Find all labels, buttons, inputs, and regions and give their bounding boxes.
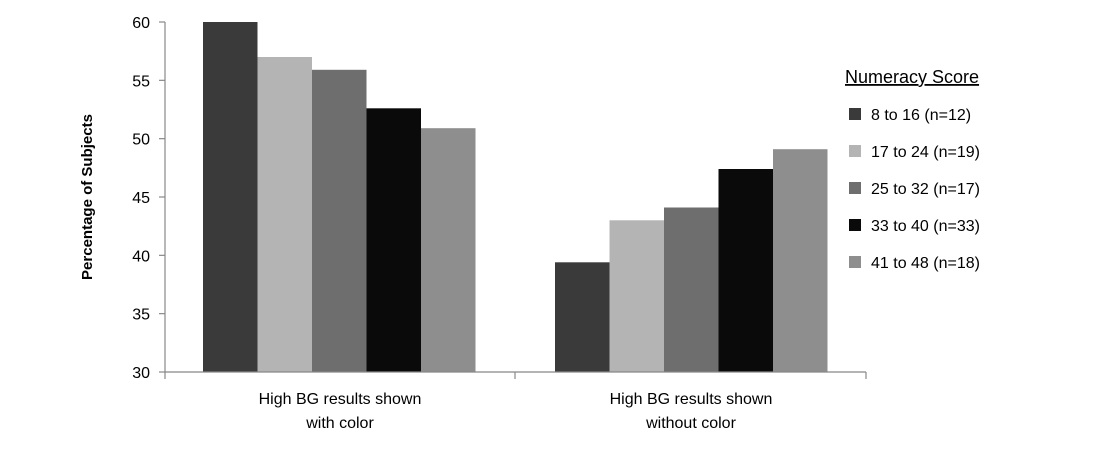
x-category-labels: High BG results shown with color High BG r… — [259, 391, 773, 432]
legend-label: 33 to 40 (n=33) — [871, 218, 980, 235]
y-tick-label: 40 — [132, 248, 150, 265]
legend-swatch — [849, 108, 861, 120]
bar-1-4 — [366, 108, 421, 373]
bar-1-3 — [312, 69, 367, 373]
legend-swatch — [849, 182, 861, 194]
legend: Numeracy Score 8 to 16 (n=12) 17 to 24 (n… — [845, 67, 980, 272]
legend-label: 25 to 32 (n=17) — [871, 181, 980, 198]
y-tick-label: 45 — [132, 190, 150, 207]
x-category-label: High BG results shown without color — [610, 391, 773, 432]
y-tick-label: 30 — [132, 365, 150, 382]
bars — [203, 22, 828, 373]
y-tick-label: 50 — [132, 132, 150, 149]
bar-1-2 — [257, 57, 312, 372]
bar-2-3 — [664, 207, 719, 372]
y-tick-label: 35 — [132, 307, 150, 324]
bar-2-1 — [555, 262, 610, 372]
bar-2-5 — [773, 149, 828, 372]
bar-1-1 — [203, 22, 258, 372]
bar-2-4 — [718, 169, 773, 372]
legend-swatch — [849, 219, 861, 231]
legend-swatch — [849, 145, 861, 157]
bar-2-2 — [609, 220, 664, 372]
legend-label: 8 to 16 (n=12) — [871, 107, 971, 124]
y-tick-label: 55 — [132, 73, 150, 90]
legend-title: Numeracy Score — [845, 67, 979, 87]
y-tick-label: 60 — [132, 15, 150, 32]
legend-label: 17 to 24 (n=19) — [871, 144, 980, 161]
y-ticks: 30 35 40 45 50 55 60 — [132, 15, 867, 382]
y-axis-label: Percentage of Subjects — [79, 114, 96, 280]
legend-label: 41 to 48 (n=18) — [871, 255, 980, 272]
bar-1-5 — [421, 128, 476, 372]
legend-swatch — [849, 256, 861, 268]
x-category-label: High BG results shown with color — [259, 391, 422, 432]
